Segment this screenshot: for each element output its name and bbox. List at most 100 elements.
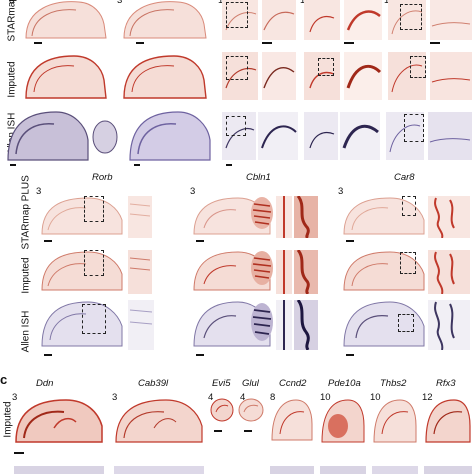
- mid-number-2: 3: [190, 186, 196, 197]
- mid-number-1: 3: [36, 186, 42, 197]
- mid-r2-zoom-car8: [428, 250, 470, 294]
- mid-r1-inset-box-car8: [402, 196, 416, 216]
- top-r3-zoom-4: [340, 112, 380, 160]
- top-r1-inset-box-5: [400, 4, 422, 30]
- top-r2-zoom-3: [262, 52, 296, 100]
- top-row-label-starmap: STARmap PLUS: [6, 0, 18, 42]
- panel-label-c: c: [0, 372, 8, 387]
- mid-r3-inset-box-rorb: [82, 304, 106, 334]
- top-r3-section-5: [386, 112, 424, 160]
- bottom-section-ccnd2: [270, 398, 314, 442]
- top-r3-section-2: [128, 110, 212, 162]
- bottom-number-2: 3: [112, 392, 118, 403]
- top-r3-section-4: [304, 112, 338, 160]
- top-r1-scalebar-5: [430, 42, 440, 44]
- mid-r1-zoom-rorb: [128, 196, 152, 238]
- mid-r2-zoom-cbln1: [276, 250, 292, 294]
- mid-r3-inset-box-car8: [398, 314, 414, 332]
- mid-row-label-imputed: Imputed: [20, 257, 32, 294]
- top-r3-cerebellum-1: [92, 120, 118, 154]
- bottom-scalebar-glul: [244, 430, 252, 432]
- top-r1-section-3: [222, 0, 258, 40]
- top-r1-inset-box-3: [226, 2, 248, 28]
- mid-row-label-allen: Allen ISH: [20, 310, 32, 353]
- top-r3-scalebar-1: [10, 164, 16, 166]
- mid-r2-zoom2-cbln1: [294, 250, 318, 294]
- bottom-gene-pde10a: Pde10a: [328, 378, 361, 389]
- mid-gene-cbln1: Cbln1: [246, 172, 271, 183]
- top-r1-section-2: [122, 0, 208, 40]
- top-r1-zoom-4: [344, 0, 382, 40]
- mid-r3-zoom-car8: [428, 300, 470, 350]
- top-r3-section-3: [222, 112, 256, 160]
- top-r2-inset-box-4: [318, 58, 334, 76]
- top-r1-zoom-3: [262, 0, 296, 40]
- mid-r1-section-car8: [342, 196, 426, 236]
- top-r2-inset-box-3: [226, 56, 248, 80]
- bottom-section-pde10a: [320, 398, 366, 444]
- mid-r3-zoom-cbln1: [276, 300, 292, 350]
- top-r1-scalebar-1: [34, 42, 42, 44]
- bottom-scalebar-ddn: [14, 452, 24, 454]
- top-r2-section-2: [122, 52, 208, 100]
- bottom-number-4: 4: [240, 392, 246, 403]
- mid-r2-zoom-rorb: [128, 250, 152, 294]
- bottom-gene-glul: Glul: [242, 378, 259, 389]
- bottom-number-8: 12: [422, 392, 433, 403]
- mid-row-label-starmap: STARmap PLUS: [20, 175, 32, 250]
- bottom-section-evi5: [210, 398, 234, 422]
- mid-r2-section-rorb: [40, 250, 124, 292]
- bottom-next-row-strip: [14, 464, 472, 474]
- mid-r1-zoom-cbln1: [276, 196, 292, 238]
- mid-r2-cerebellum-cbln1: [250, 250, 274, 286]
- bottom-section-rfx3: [424, 398, 472, 444]
- bottom-section-cab39l: [114, 398, 204, 444]
- mid-r3-zoom-rorb: [128, 300, 154, 350]
- top-r1-section-5: [388, 0, 426, 40]
- top-r1-scalebar-3: [262, 42, 272, 44]
- mid-r3-scalebar-2: [196, 354, 204, 356]
- mid-gene-rorb: Rorb: [92, 172, 113, 183]
- mid-r1-scalebar-2: [196, 240, 204, 242]
- top-r3-inset-box-3: [226, 116, 246, 136]
- bottom-number-1: 3: [12, 392, 18, 403]
- bottom-number-7: 10: [370, 392, 381, 403]
- top-r2-section-3: [222, 52, 258, 100]
- mid-r1-section-rorb: [40, 196, 124, 236]
- mid-r2-inset-box-rorb: [84, 250, 104, 276]
- top-r2-section-5: [388, 52, 426, 100]
- bottom-number-6: 10: [320, 392, 331, 403]
- top-r3-zoom-5: [428, 112, 472, 160]
- top-r3-scalebar-2: [134, 164, 140, 166]
- mid-r3-cerebellum-cbln1: [250, 302, 274, 342]
- bottom-section-glul: [238, 398, 264, 422]
- bottom-row-label-imputed: Imputed: [2, 401, 14, 438]
- mid-r2-section-car8: [342, 250, 426, 292]
- bottom-gene-rfx3: Rfx3: [436, 378, 456, 389]
- top-r2-inset-box-5: [410, 56, 426, 78]
- mid-r1-zoom-car8: [428, 196, 470, 238]
- top-r1-section-4: [304, 0, 340, 40]
- mid-r2-inset-box-car8: [400, 252, 416, 274]
- mid-r3-scalebar-3: [346, 354, 354, 356]
- mid-r1-inset-box-rorb: [84, 196, 104, 222]
- top-number-1: 3: [9, 0, 15, 6]
- top-number-2: 3: [117, 0, 123, 6]
- bottom-number-5: 8: [270, 392, 276, 403]
- bottom-section-thbs2: [372, 398, 418, 444]
- top-r1-scalebar-4: [344, 42, 354, 44]
- top-r3-section-1: [6, 110, 90, 162]
- bottom-number-3: 4: [208, 392, 214, 403]
- mid-r1-cerebellum-cbln1: [250, 196, 274, 230]
- mid-r1-scalebar-3: [346, 240, 354, 242]
- mid-r1-zoom2-cbln1: [294, 196, 318, 238]
- bottom-gene-thbs2: Thbs2: [380, 378, 407, 389]
- mid-number-3: 3: [338, 186, 344, 197]
- top-r2-section-4: [304, 52, 340, 100]
- top-r3-zoom-3: [258, 112, 298, 160]
- bottom-gene-ddn: Ddn: [36, 378, 54, 389]
- top-r2-zoom-5: [430, 52, 472, 100]
- top-r2-section-1: [24, 52, 108, 100]
- top-r3-scalebar-3: [226, 164, 232, 166]
- top-row-label-imputed: Imputed: [6, 61, 18, 98]
